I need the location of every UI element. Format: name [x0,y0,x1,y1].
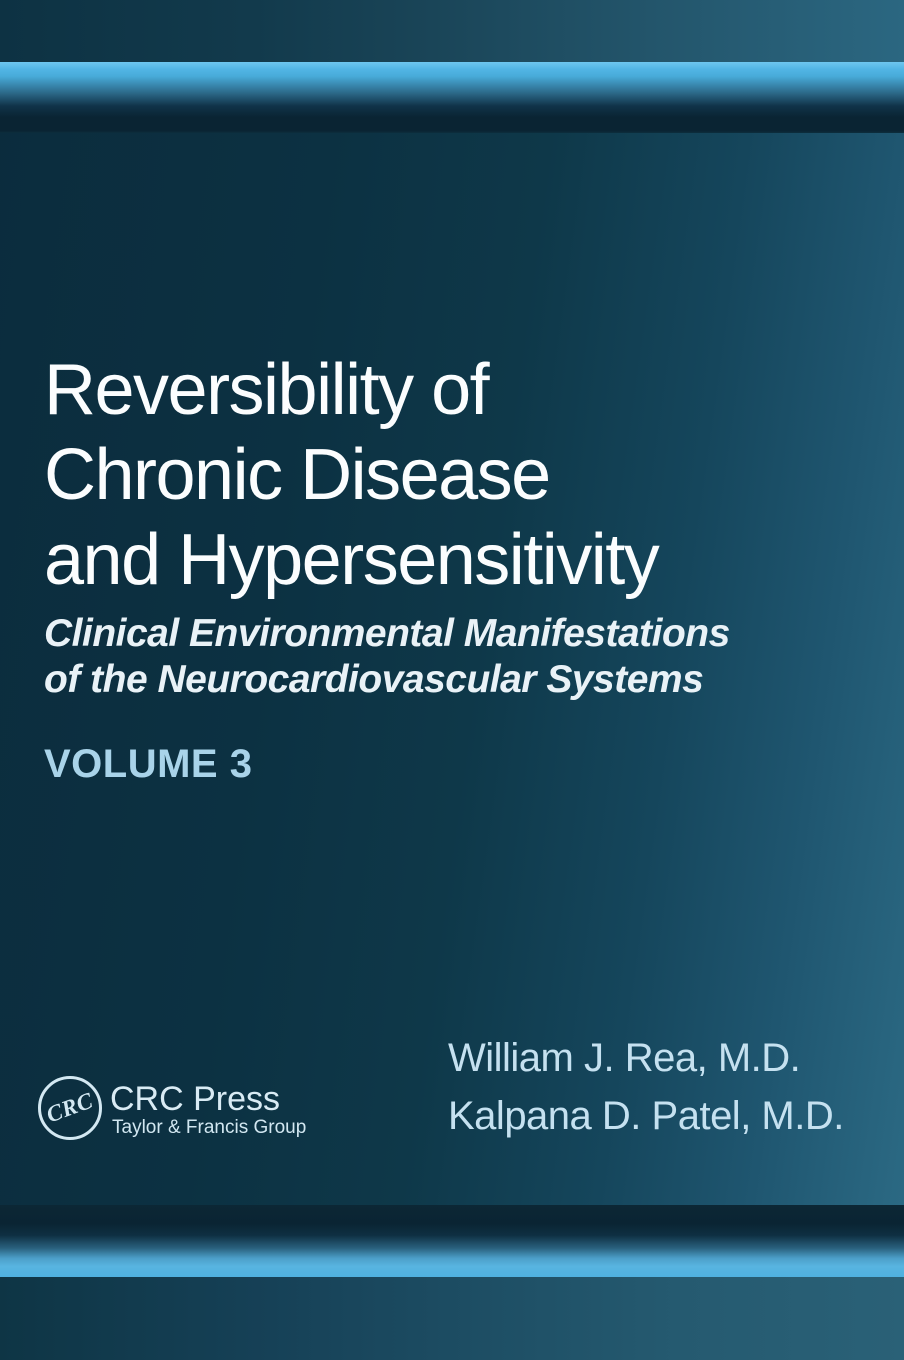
author-1: William J. Rea, M.D. [448,1036,801,1080]
top-teal-band [0,0,904,62]
subtitle-line-2: of the Neurocardiovascular Systems [44,658,704,701]
subtitle-line-1: Clinical Environmental Manifestations [44,612,730,655]
top-accent-stripe [0,62,904,133]
volume-label: VOLUME 3 [44,742,253,786]
book-subtitle: Clinical Environmental Manifestations of… [44,611,844,703]
author-block: William J. Rea, M.D. Kalpana D. Patel, M… [448,1029,878,1145]
bottom-teal-band [0,1277,904,1360]
book-title: Reversibility of Chronic Disease and Hyp… [44,348,864,603]
crc-monogram: CRC [43,1087,97,1128]
crc-logo-icon: CRC [38,1076,102,1140]
bottom-accent-stripe [0,1205,904,1277]
author-2: Kalpana D. Patel, M.D. [448,1094,844,1138]
title-line-2: Chronic Disease [44,435,551,515]
publisher-logo: CRC CRC Press Taylor & Francis Group [38,1076,338,1146]
publisher-name: CRC Press [110,1080,281,1118]
publisher-group: Taylor & Francis Group [112,1117,307,1138]
title-line-1: Reversibility of [44,350,490,430]
title-line-3: and Hypersensitivity [44,520,660,600]
